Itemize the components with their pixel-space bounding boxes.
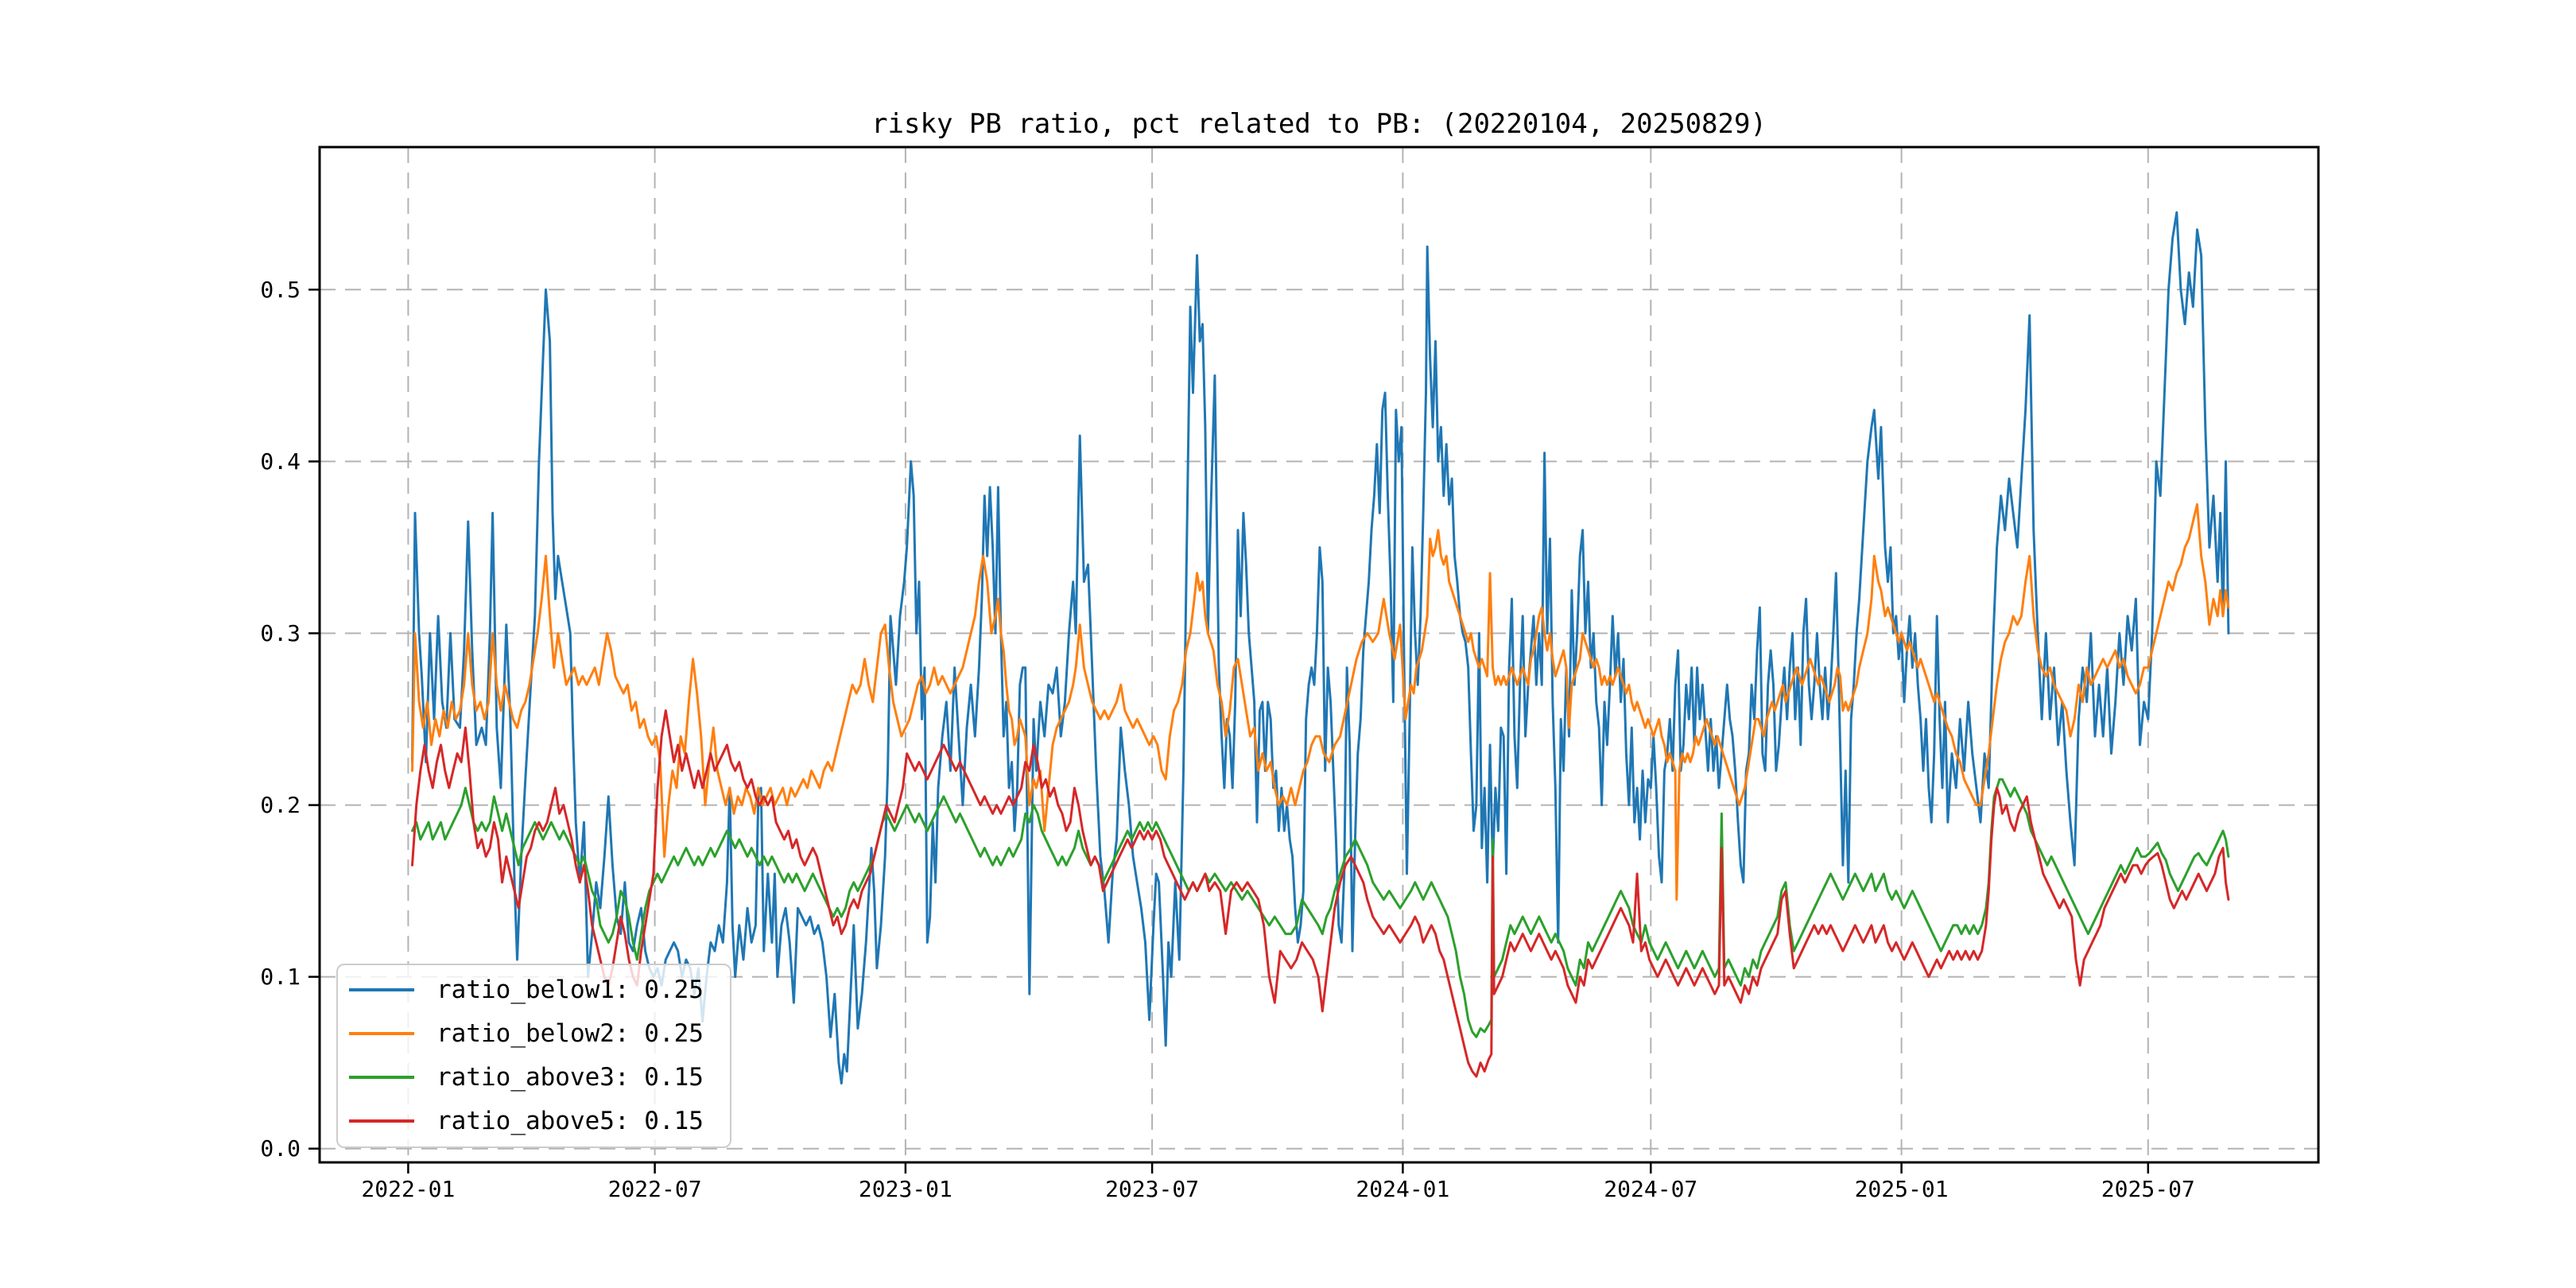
y-tick-label: 0.4 (260, 448, 301, 475)
legend-line-swatch (349, 1119, 414, 1123)
x-tick-label: 2023-01 (859, 1176, 952, 1202)
series-line-ratio_above3 (411, 778, 2230, 1038)
legend-item: ratio_below2: 0.25 (338, 1011, 730, 1055)
y-tick-label: 0.3 (260, 620, 301, 646)
legend-item: ratio_above5: 0.15 (338, 1099, 730, 1143)
chart-title: risky PB ratio, pct related to PB: (2022… (871, 108, 1767, 140)
x-tick-label: 2024-01 (1356, 1176, 1449, 1202)
legend-line-swatch (349, 987, 414, 991)
series-line-ratio_below1 (411, 211, 2230, 1085)
x-tick-label: 2025-01 (1855, 1176, 1949, 1202)
x-tick-label: 2022-07 (608, 1176, 702, 1202)
x-tick-label: 2022-01 (361, 1176, 455, 1202)
x-tick-label: 2023-07 (1105, 1176, 1199, 1202)
series-line-ratio_above5 (411, 709, 2230, 1078)
legend-label: ratio_below1: 0.25 (436, 975, 704, 1004)
legend-item: ratio_below1: 0.25 (338, 968, 730, 1011)
y-tick-label: 0.0 (260, 1135, 301, 1162)
legend: ratio_below1: 0.25 ratio_below2: 0.25 rati… (336, 964, 731, 1148)
legend-label: ratio_above5: 0.15 (436, 1106, 704, 1135)
y-tick-label: 0.1 (260, 964, 301, 990)
legend-item: ratio_above3: 0.15 (338, 1055, 730, 1099)
legend-line-swatch (349, 1031, 414, 1035)
x-tick-label: 2024-07 (1604, 1176, 1697, 1202)
x-tick-label: 2025-07 (2101, 1176, 2195, 1202)
series-line-ratio_below2 (411, 502, 2230, 901)
axes-spines (318, 145, 2320, 1164)
y-tick-label: 0.2 (260, 792, 301, 818)
legend-label: ratio_above3: 0.15 (436, 1062, 704, 1092)
legend-label: ratio_below2: 0.25 (436, 1018, 704, 1048)
y-tick-label: 0.5 (260, 277, 301, 303)
legend-line-swatch (349, 1075, 414, 1079)
